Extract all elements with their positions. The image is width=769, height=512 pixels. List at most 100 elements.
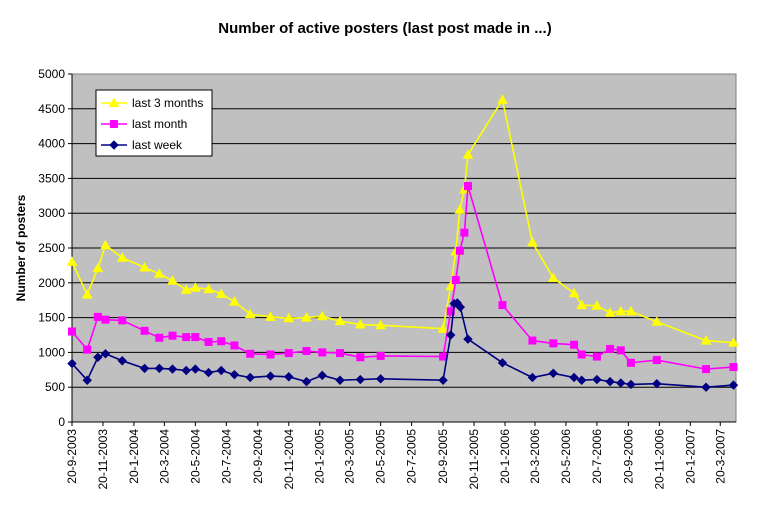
data-point [547, 272, 559, 282]
legend-label: last week [132, 138, 183, 152]
data-point [569, 372, 579, 383]
data-point [154, 363, 165, 374]
data-point [92, 262, 104, 273]
x-tick-label: 20-11-2005 [467, 429, 481, 490]
x-tick-label: 20-5-2006 [559, 429, 573, 484]
data-point [167, 364, 178, 374]
data-point [335, 375, 345, 385]
y-tick-label: 500 [45, 380, 65, 394]
data-point [497, 94, 508, 104]
data-point [67, 358, 77, 369]
data-point [375, 319, 387, 330]
data-point [190, 282, 201, 292]
data-point [216, 365, 226, 376]
data-point [100, 239, 111, 250]
x-tick-label: 20-5-2005 [374, 429, 388, 484]
data-point [316, 310, 328, 321]
data-point [451, 276, 460, 285]
data-point [570, 340, 579, 349]
chart-title: Number of active posters (last post made… [218, 20, 551, 37]
data-point [527, 236, 538, 247]
data-point [140, 326, 149, 335]
data-point [284, 372, 294, 382]
data-point [605, 376, 615, 387]
data-point [460, 228, 469, 237]
data-point [445, 330, 456, 340]
data-point [455, 302, 466, 312]
data-point [230, 341, 239, 350]
x-tick-label: 20-7-2004 [219, 429, 233, 484]
legend-entry: last 3 months [101, 96, 203, 110]
data-point [301, 312, 312, 322]
x-tick-label: 20-3-2005 [343, 429, 357, 484]
legend-label: last month [132, 117, 187, 131]
data-point [355, 374, 366, 385]
data-point [265, 371, 276, 381]
data-point [153, 268, 165, 278]
data-point [118, 316, 127, 325]
data-point [604, 307, 616, 317]
data-point [591, 300, 603, 310]
data-point [82, 375, 92, 385]
data-point [463, 334, 473, 344]
data-point [354, 319, 366, 329]
data-point [455, 246, 464, 255]
data-point [548, 368, 558, 378]
y-tick-label: 0 [58, 415, 65, 429]
data-point [155, 333, 164, 342]
y-tick-label: 2500 [38, 241, 65, 255]
x-tick-label: 20-9-2003 [65, 429, 79, 484]
data-point [191, 333, 200, 342]
data-point [181, 365, 191, 376]
data-point [203, 367, 214, 378]
series-square [68, 182, 738, 374]
data-point [217, 337, 226, 346]
y-tick-label: 3000 [38, 206, 65, 220]
data-point [568, 287, 580, 298]
data-point [334, 315, 346, 326]
y-tick-label: 3500 [38, 171, 65, 185]
y-tick-label: 5000 [38, 67, 65, 81]
data-point [215, 288, 227, 298]
series-diamond [67, 298, 739, 392]
x-tick-label: 20-5-2004 [188, 429, 202, 484]
data-point [93, 312, 102, 321]
data-point [101, 315, 110, 324]
data-point [577, 350, 586, 359]
data-point [462, 149, 474, 159]
data-point [229, 369, 240, 380]
x-tick-label: 20-3-2007 [713, 429, 727, 484]
data-point [445, 280, 457, 291]
data-point [244, 308, 256, 319]
x-tick-label: 20-11-2003 [96, 429, 110, 490]
data-point [168, 331, 177, 340]
data-point [626, 379, 636, 390]
data-point [463, 182, 472, 191]
x-tick-label: 20-3-2004 [157, 429, 171, 484]
x-tick-label: 20-1-2005 [313, 429, 327, 484]
data-point [204, 337, 213, 346]
data-point [356, 353, 365, 362]
data-point [83, 345, 92, 354]
legend: last 3 months last month last week [95, 89, 213, 157]
data-point [229, 296, 240, 306]
data-point [576, 375, 587, 385]
data-point [549, 339, 558, 348]
data-point [700, 335, 712, 345]
data-point [117, 356, 127, 366]
data-point [283, 312, 295, 323]
data-point [81, 289, 93, 299]
data-point [318, 348, 327, 357]
data-point [576, 299, 588, 310]
data-point [139, 363, 150, 374]
data-point [592, 374, 602, 385]
x-tick-label: 20-1-2004 [127, 429, 141, 484]
data-point [438, 375, 448, 385]
data-point [592, 352, 601, 361]
x-tick-label: 20-1-2006 [498, 429, 512, 484]
series-triangle [66, 94, 739, 347]
y-tick-label: 1500 [38, 311, 65, 325]
x-tick-label: 20-1-2007 [683, 429, 697, 484]
